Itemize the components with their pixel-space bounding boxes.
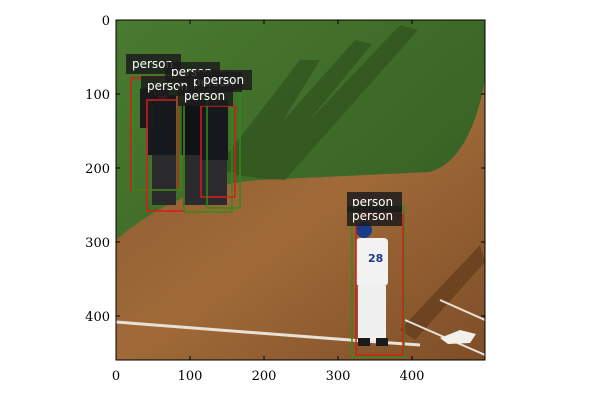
batter: 28: [356, 222, 388, 346]
home-plate: [440, 330, 476, 344]
x-tick-300: 300: [326, 369, 351, 384]
foul-line: [116, 320, 421, 347]
y-tick-300: 300: [85, 236, 110, 251]
svg-text:person: person: [352, 209, 393, 223]
y-axis: [116, 19, 485, 317]
x-tick-200: 200: [252, 369, 277, 384]
detection-labels: person person person person person perso…: [126, 54, 402, 226]
x-tick-100: 100: [178, 369, 203, 384]
y-tick-100: 100: [85, 88, 110, 103]
axes-frame: [115, 19, 486, 361]
det-label-6: person: [197, 70, 252, 90]
svg-text:person: person: [352, 195, 393, 209]
y-tick-400: 400: [85, 310, 110, 325]
umpires-group: [140, 85, 228, 205]
svg-text:28: 28: [368, 252, 383, 265]
photo: 28: [116, 20, 485, 360]
det-label-1: person: [126, 54, 181, 74]
y-tick-200: 200: [85, 162, 110, 177]
player-shadows: [215, 25, 418, 180]
y-tick-labels: 0 100 200 300 400: [85, 14, 110, 325]
det-label-5: person: [178, 86, 233, 106]
svg-text:person: person: [203, 73, 244, 87]
x-axis: [115, 20, 413, 360]
svg-text:person: person: [132, 57, 173, 71]
det-label-8: person: [347, 206, 402, 226]
x-tick-labels: 0 100 200 300 400: [112, 369, 425, 384]
svg-text:person: person: [147, 79, 188, 93]
batter-shadow: [400, 245, 485, 340]
x-tick-0: 0: [112, 369, 120, 384]
infield-dirt: [116, 80, 485, 360]
y-tick-0: 0: [102, 14, 110, 29]
svg-text:person: person: [184, 89, 225, 103]
x-tick-400: 400: [400, 369, 425, 384]
